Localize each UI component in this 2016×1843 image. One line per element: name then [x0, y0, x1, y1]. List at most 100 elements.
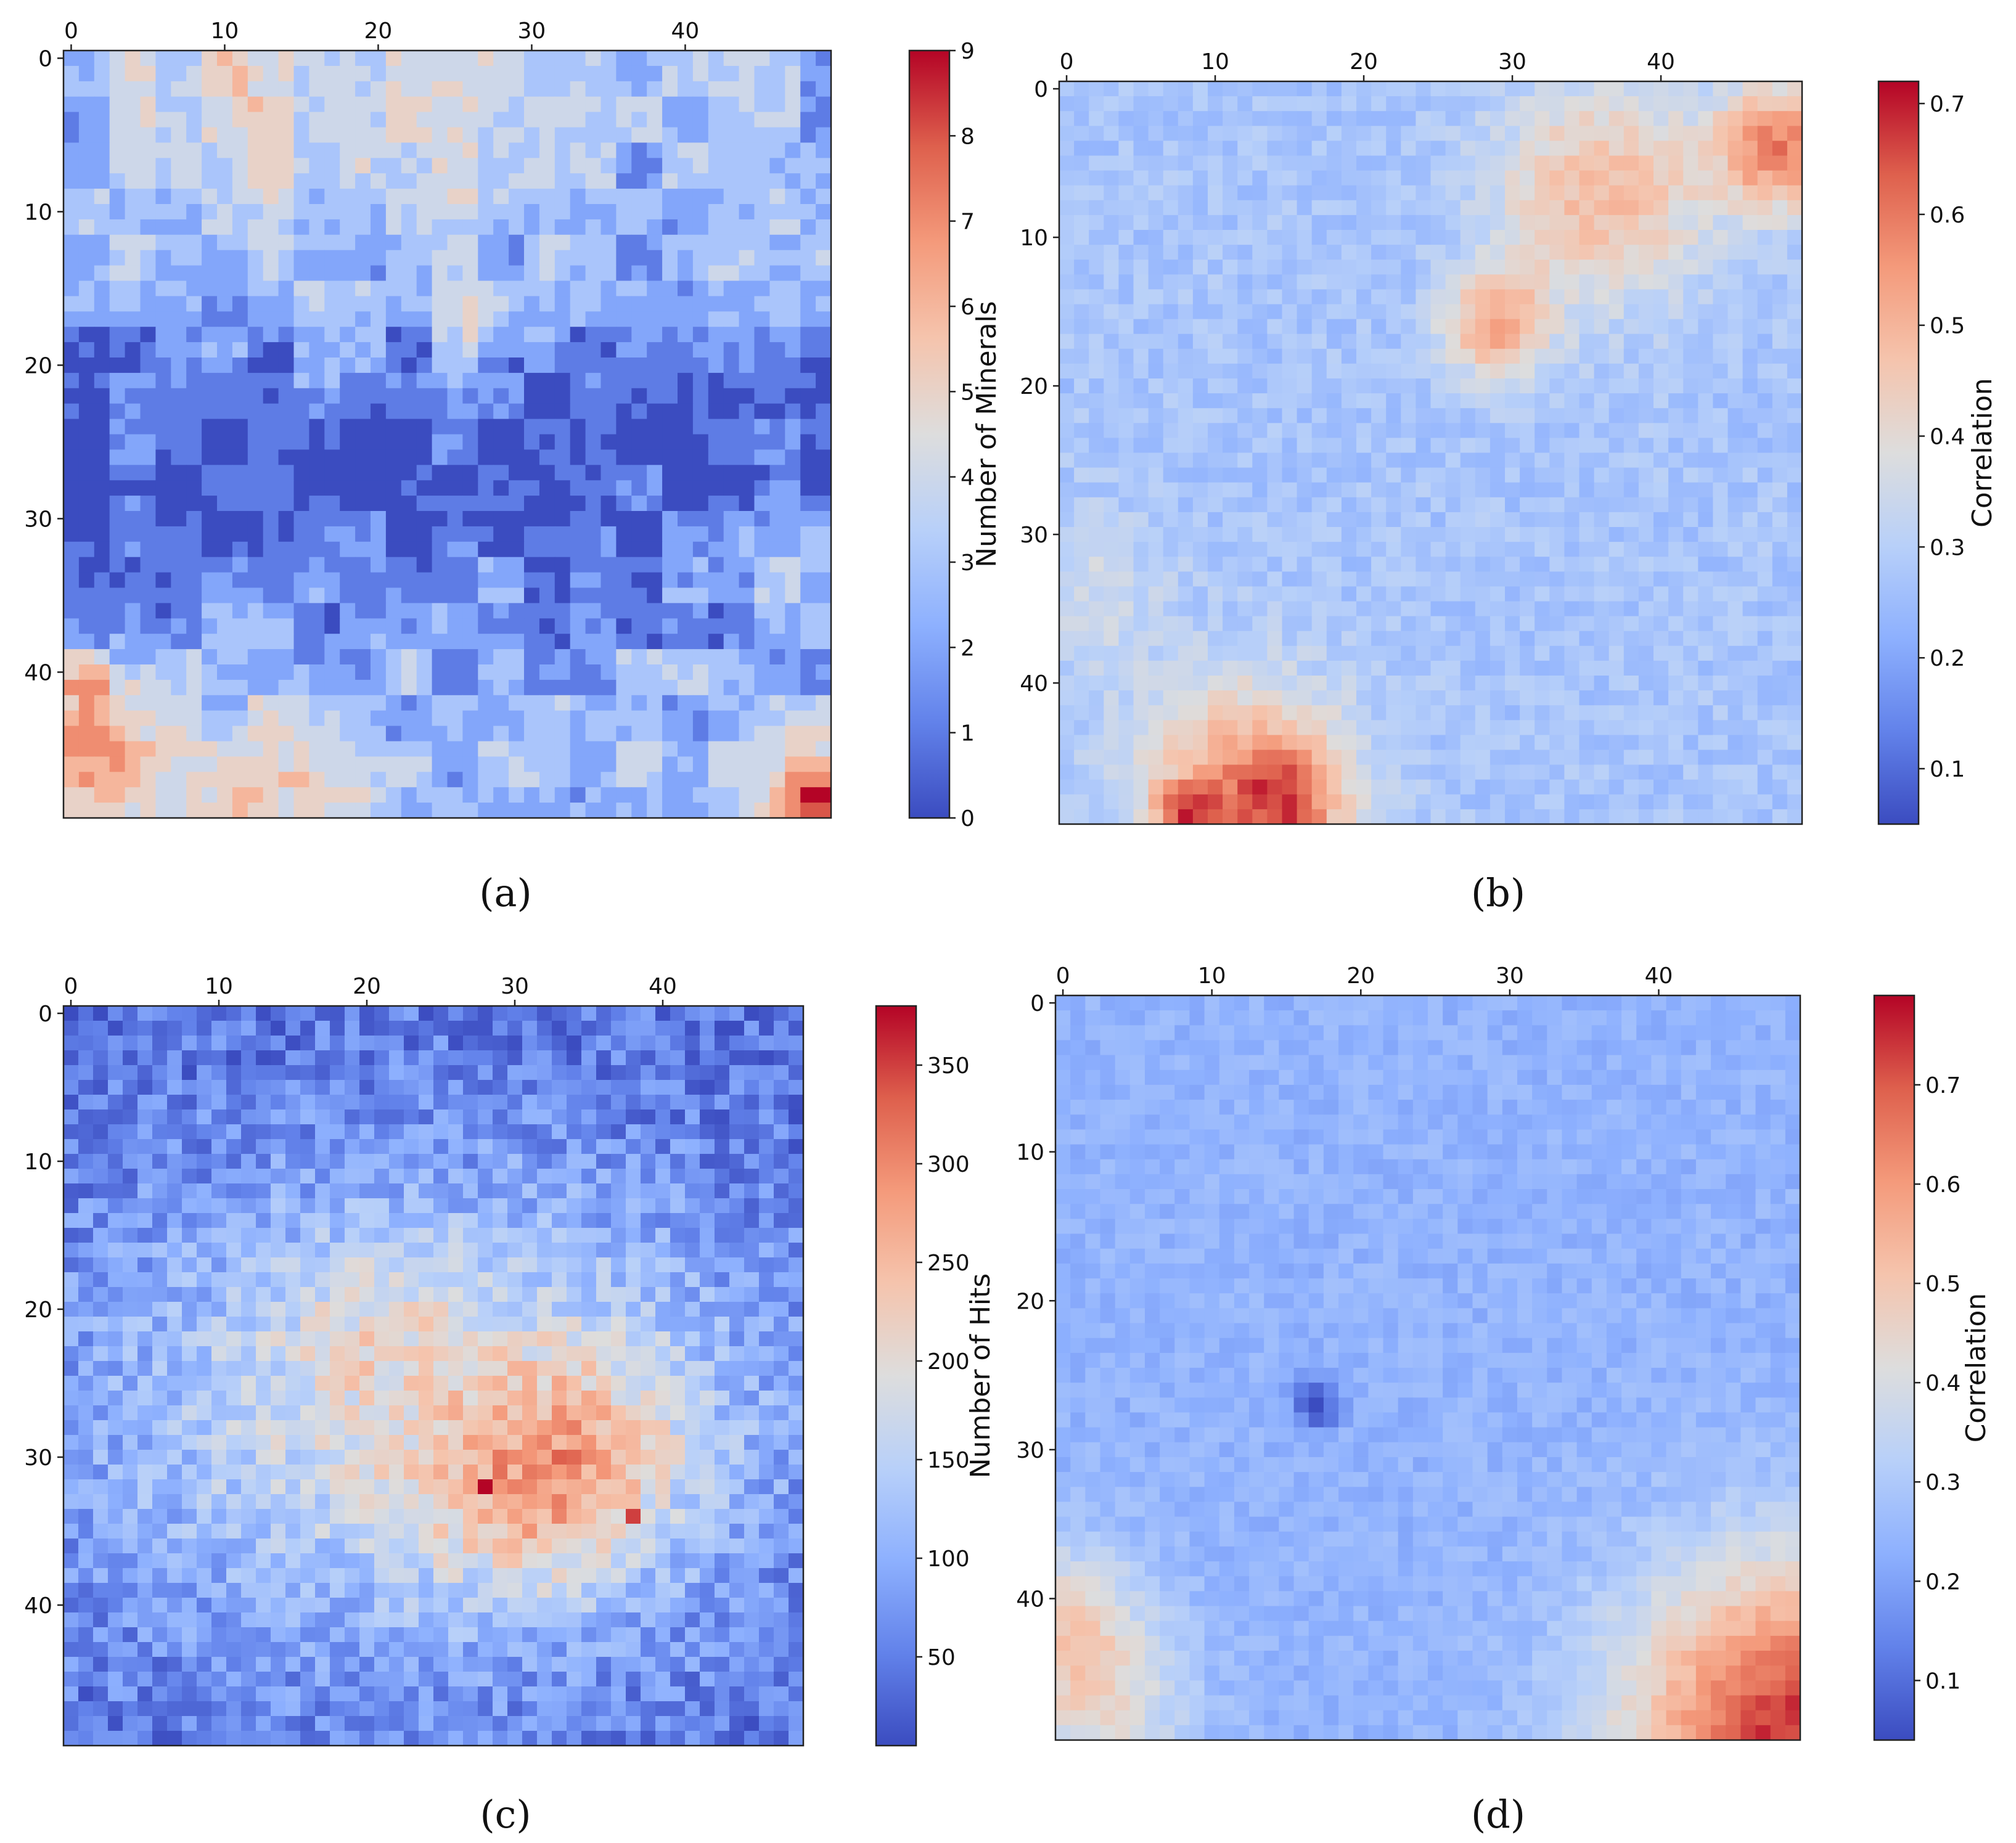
heatmap-cell [109, 449, 126, 465]
heatmap-cell [785, 250, 801, 266]
heatmap-cell [1089, 289, 1104, 305]
heatmap-cell [447, 189, 463, 205]
heatmap-cell [186, 158, 202, 174]
heatmap-cell [509, 96, 525, 113]
heatmap-cell [1356, 676, 1372, 691]
heatmap-cell [785, 127, 801, 143]
heatmap-cell [1341, 259, 1357, 275]
heatmap-cell [692, 204, 709, 220]
heatmap-cell [1163, 96, 1179, 112]
heatmap-cell [232, 96, 248, 113]
heatmap-cell [1192, 96, 1208, 112]
heatmap-cell [247, 372, 264, 389]
heatmap-cell [1118, 215, 1134, 231]
heatmap-cell [816, 204, 832, 220]
heatmap-cell [1668, 378, 1684, 394]
heatmap-cell [1445, 333, 1461, 349]
heatmap-cell [1623, 631, 1639, 647]
heatmap-cell [816, 572, 832, 589]
heatmap-cell [1104, 200, 1119, 216]
heatmap-cell [1742, 750, 1758, 766]
heatmap-cell [1460, 348, 1476, 364]
heatmap-cell [78, 127, 95, 143]
heatmap-cell [1549, 259, 1565, 275]
heatmap-cell [186, 419, 202, 435]
heatmap-cell [1326, 155, 1342, 171]
heatmap-cell [1564, 482, 1580, 498]
heatmap-cell [462, 65, 478, 82]
heatmap-cell [1282, 200, 1298, 216]
heatmap-cell [78, 296, 95, 312]
heatmap-cell [1311, 616, 1327, 632]
heatmap-cell [1579, 438, 1595, 454]
heatmap-cell [171, 327, 187, 343]
heatmap-cell [1520, 794, 1535, 810]
heatmap-cell [247, 419, 264, 435]
heatmap-cell [1445, 557, 1461, 572]
heatmap-cell [1089, 438, 1104, 454]
heatmap-cell [1653, 616, 1669, 632]
heatmap-cell [217, 51, 233, 67]
heatmap-cell [816, 296, 832, 312]
heatmap-cell [1445, 170, 1461, 186]
heatmap-cell [1267, 245, 1283, 260]
heatmap-cell [1148, 557, 1164, 572]
heatmap-cell [1460, 779, 1476, 795]
heatmap-cell [769, 526, 785, 542]
heatmap-cell [1401, 259, 1416, 275]
heatmap-cell [186, 189, 202, 205]
heatmap-cell [1698, 452, 1713, 468]
heatmap-cell [109, 772, 126, 788]
heatmap-cell [493, 772, 509, 788]
heatmap-cell [647, 634, 663, 650]
heatmap-cell [1311, 200, 1327, 216]
heatmap-cell [1772, 245, 1788, 260]
heatmap-cell [647, 142, 663, 158]
heatmap-cell [1772, 215, 1788, 231]
heatmap-cell [1638, 230, 1654, 245]
heatmap-cell [1623, 155, 1639, 171]
heatmap-cell [493, 112, 509, 128]
heatmap-cell [202, 127, 218, 143]
heatmap-cell [1698, 274, 1713, 290]
heatmap-cell [309, 634, 325, 650]
heatmap-cell [647, 496, 663, 512]
heatmap-cell [539, 51, 555, 67]
heatmap-cell [1772, 333, 1788, 349]
heatmap-cell [1623, 512, 1639, 528]
heatmap-cell [1594, 274, 1610, 290]
heatmap-cell [155, 587, 171, 603]
heatmap-cell [1237, 512, 1253, 528]
heatmap-cell [1089, 111, 1104, 126]
heatmap-cell [800, 679, 816, 696]
heatmap-cell [293, 541, 309, 558]
heatmap-cell [509, 173, 525, 189]
heatmap-cell [1445, 96, 1461, 112]
heatmap-cell [202, 65, 218, 82]
heatmap-cell [155, 234, 171, 251]
heatmap-cell [125, 679, 141, 696]
heatmap-cell [186, 403, 202, 420]
heatmap-cell [1505, 601, 1520, 617]
heatmap-cell [416, 250, 433, 266]
heatmap-cell [1297, 720, 1313, 735]
heatmap-cell [340, 787, 356, 803]
heatmap-cell [171, 679, 187, 696]
heatmap-cell [1430, 155, 1446, 171]
heatmap-cell [1252, 393, 1268, 409]
heatmap-cell [1282, 111, 1298, 126]
heatmap-cell [1223, 200, 1238, 216]
heatmap-cell [1252, 304, 1268, 320]
heatmap-cell [493, 434, 509, 450]
heatmap-cell [94, 81, 110, 97]
heatmap-cell [1148, 705, 1164, 721]
heatmap-cell [1059, 631, 1075, 647]
heatmap-cell [324, 112, 340, 128]
heatmap-cell [355, 112, 371, 128]
heatmap-cell [1208, 438, 1223, 454]
heatmap-cell [1208, 141, 1223, 157]
heatmap-cell [293, 679, 309, 696]
heatmap-cell [1742, 185, 1758, 201]
heatmap-cell [570, 449, 586, 465]
heatmap-cell [263, 772, 279, 788]
